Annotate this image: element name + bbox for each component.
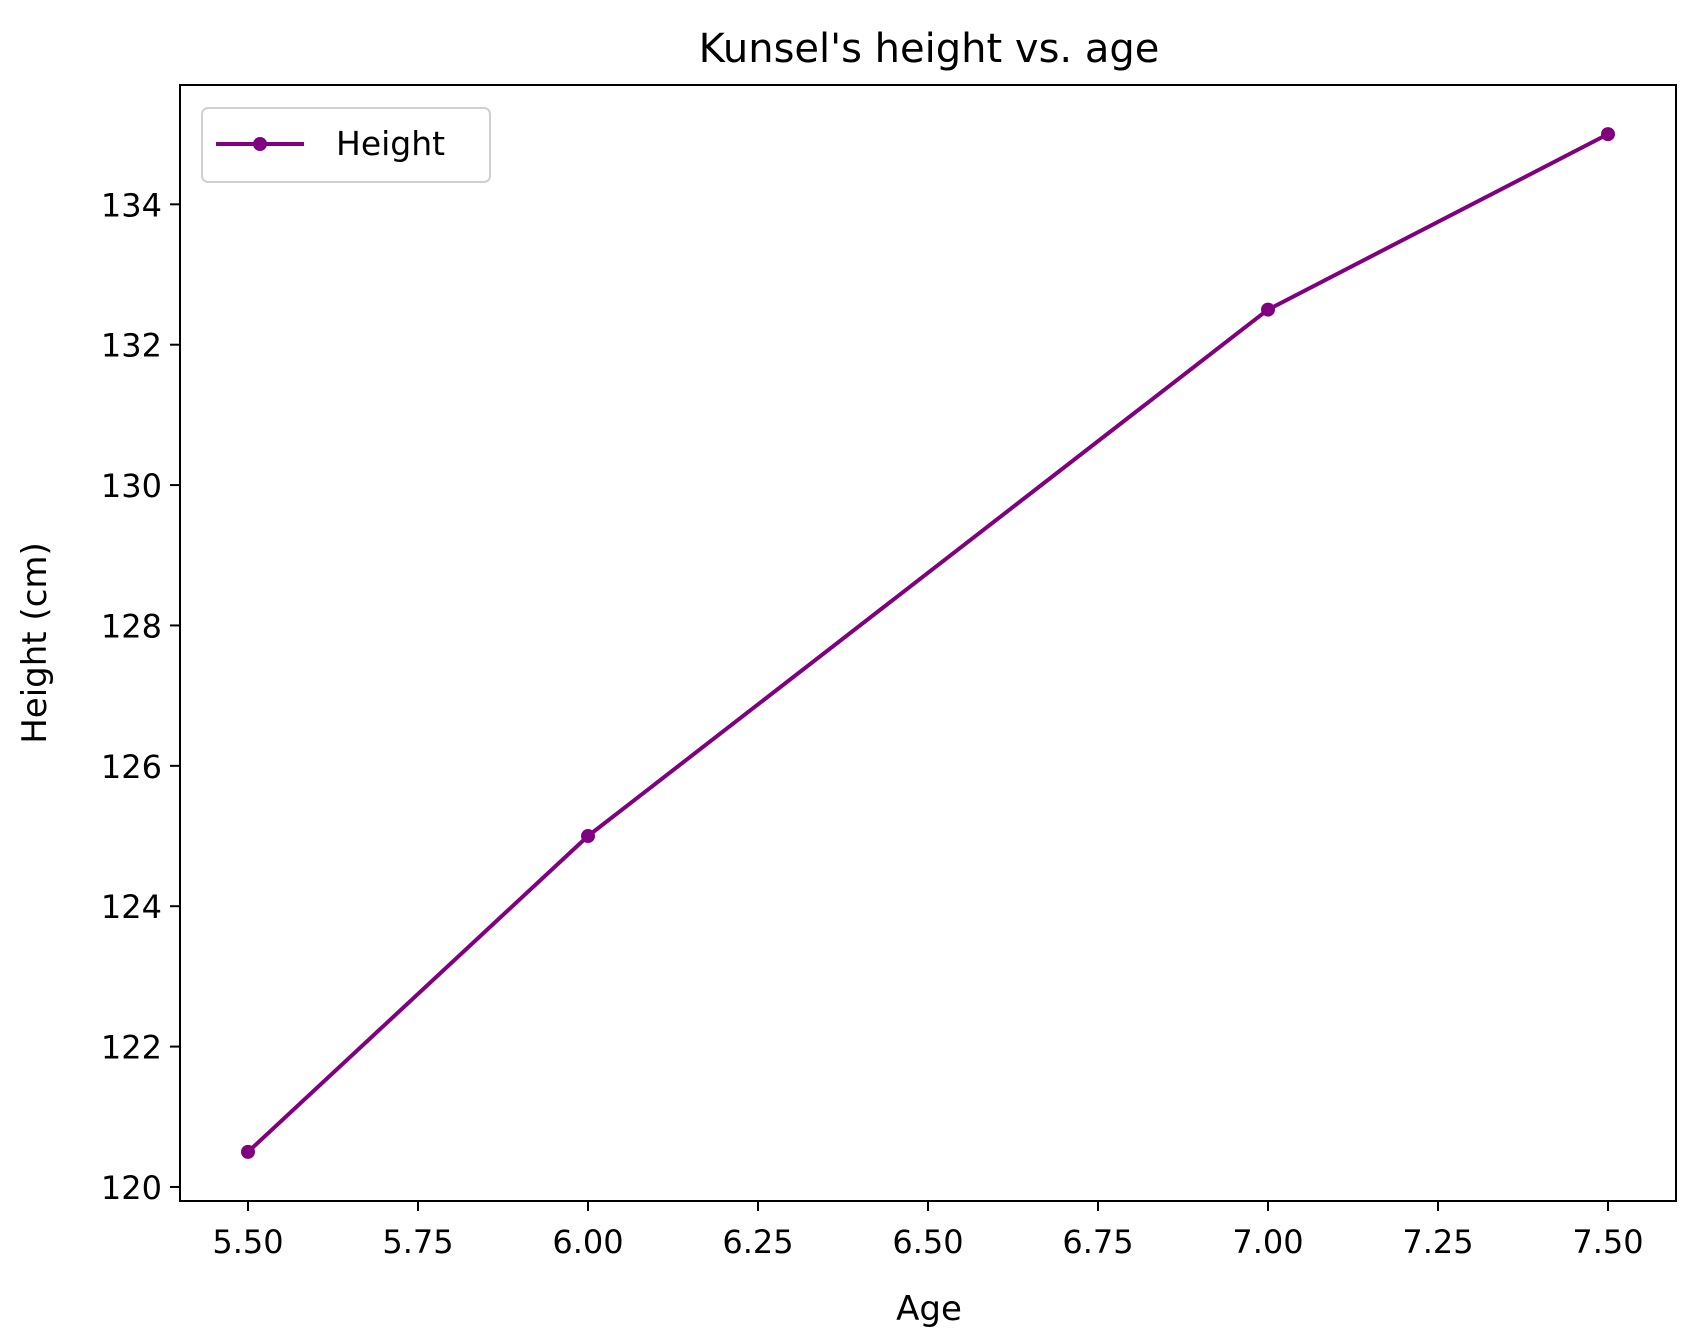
legend-label-height: Height	[336, 124, 445, 163]
x-tick-label: 5.50	[212, 1223, 283, 1261]
y-tick-label: 134	[101, 186, 162, 224]
legend-box	[201, 107, 491, 183]
y-tick-label: 120	[101, 1169, 162, 1207]
x-tick-label: 6.00	[552, 1223, 623, 1261]
y-tick-label: 124	[101, 888, 162, 926]
y-tick-label: 126	[101, 748, 162, 786]
x-tick-label: 6.50	[892, 1223, 963, 1261]
data-point	[1261, 302, 1275, 317]
data-point	[581, 829, 595, 844]
y-tick-label: 132	[101, 327, 162, 365]
y-tick-label: 130	[101, 467, 162, 505]
series-line-height	[246, 132, 1609, 1154]
x-tick-label: 5.75	[382, 1223, 453, 1261]
y-axis-label: Height (cm)	[15, 542, 55, 744]
y-tick-label: 128	[101, 607, 162, 645]
x-tick-label: 7.25	[1402, 1223, 1473, 1261]
legend-marker-swatch	[253, 137, 267, 151]
plot-frame	[179, 84, 1677, 1202]
y-tick-label: 122	[101, 1029, 162, 1067]
y-axis-ticks: 120 122 124 126 128 130 132 134	[101, 186, 180, 1207]
legend: Height	[201, 107, 491, 183]
data-point	[1601, 127, 1615, 142]
data-point	[241, 1144, 255, 1159]
x-tick-label: 7.50	[1572, 1223, 1643, 1261]
x-axis-label: Age	[896, 1289, 962, 1329]
chart-title: Kunsel's height vs. age	[699, 26, 1160, 72]
x-tick-label: 6.75	[1062, 1223, 1133, 1261]
series-layer	[241, 127, 1615, 1159]
x-tick-label: 7.00	[1232, 1223, 1303, 1261]
x-tick-label: 6.25	[722, 1223, 793, 1261]
x-axis-ticks: 5.50 5.75 6.00 6.25 6.50 6.75 7.00 7.25 7.50	[212, 1201, 1644, 1261]
